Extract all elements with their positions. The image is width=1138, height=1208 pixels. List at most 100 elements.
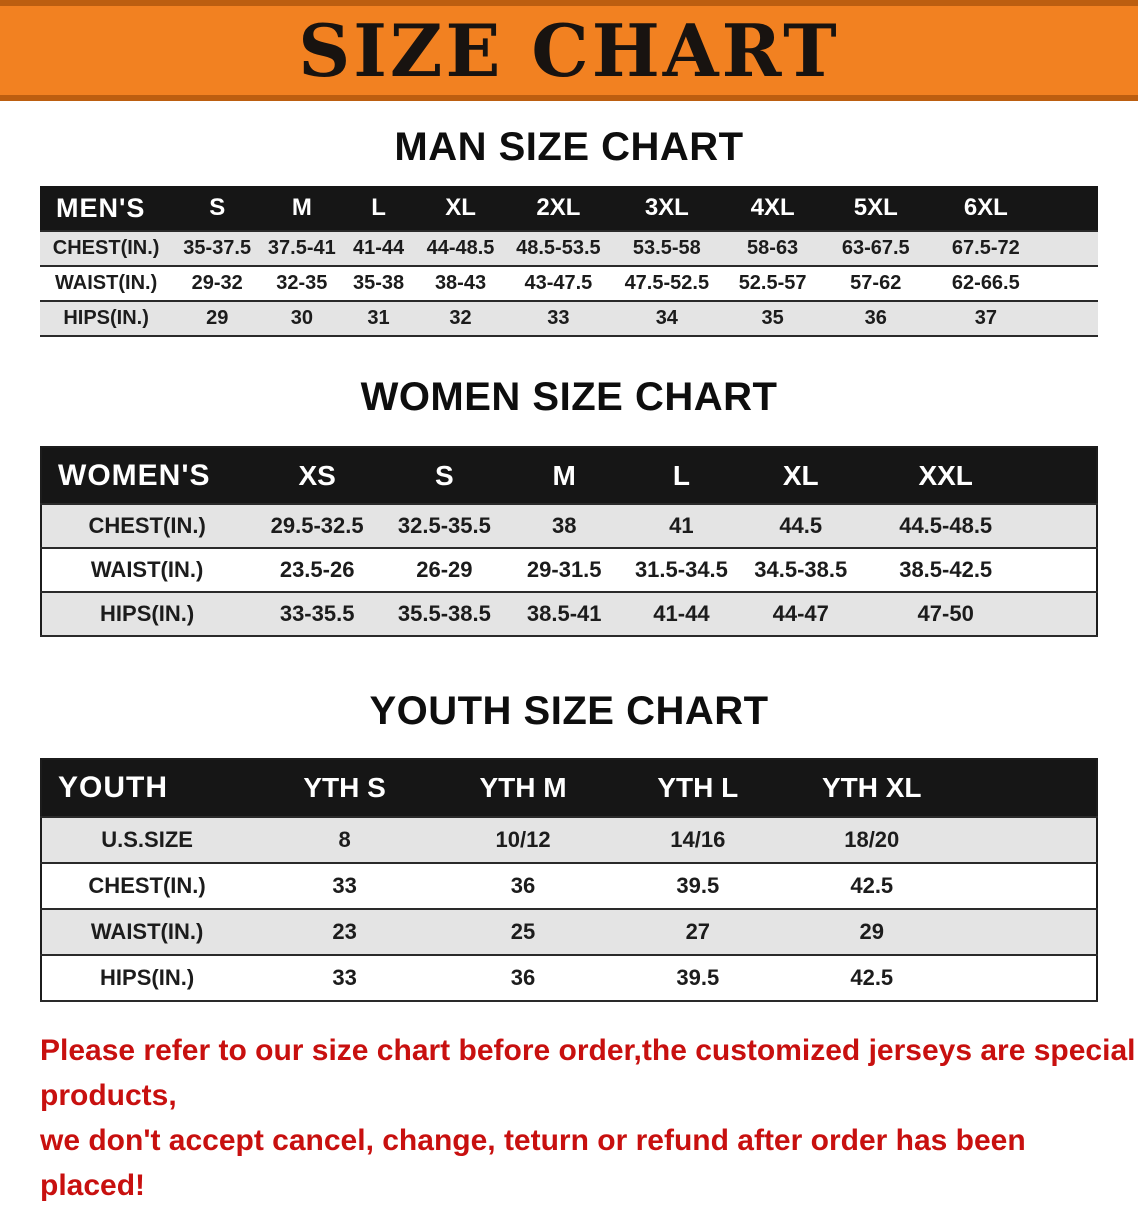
table-cell: 23 [332, 919, 357, 944]
corner-label: YOUTH [41, 759, 253, 817]
table-cell: 27 [685, 919, 711, 944]
table-cell: 43-47.5 [524, 272, 593, 294]
table-cell: 8 [338, 827, 351, 852]
column-header: YTH M [436, 759, 610, 817]
note-line-1: Please refer to our size chart before or… [40, 1034, 1136, 1112]
column-header: 3XL [611, 186, 723, 231]
table-cell: 36 [510, 965, 536, 990]
table-cell: 58-63 [747, 237, 799, 259]
table-cell: 33 [332, 965, 357, 990]
column-header: YTH XL [786, 759, 1097, 817]
column-header: L [341, 186, 416, 231]
column-header: S [382, 447, 507, 504]
women-size-chart-section: WOMEN SIZE CHART WOMEN'S XS S M L XL XXL [0, 375, 1138, 637]
row-label: HIPS(IN.) [100, 601, 195, 626]
table-cell: 38.5-42.5 [899, 557, 993, 582]
table-cell: 44-47 [772, 601, 829, 626]
table-row: WAIST(IN.) 23 25 27 29 [41, 909, 1097, 955]
row-label: CHEST(IN.) [88, 513, 206, 538]
table-cell: 32.5-35.5 [397, 513, 491, 538]
table-cell: 33 [547, 307, 570, 329]
row-label: CHEST(IN.) [52, 237, 160, 259]
table-row: U.S.SIZE 8 10/12 14/16 18/20 [41, 817, 1097, 863]
youth-size-table: YOUTH YTH S YTH M YTH L YTH XL U.S.SIZE … [40, 758, 1098, 1002]
table-row: WAIST(IN.) 29-32 32-35 35-38 38-43 43-47… [40, 266, 1098, 301]
column-header: L [621, 447, 742, 504]
table-cell: 37 [974, 307, 997, 329]
table-cell: 25 [510, 919, 536, 944]
table-cell: 38.5-41 [526, 601, 602, 626]
youth-size-chart-section: YOUTH SIZE CHART YOUTH YTH S YTH M YTH L… [0, 689, 1138, 1002]
column-header: 5XL [822, 186, 929, 231]
table-cell: 33 [332, 873, 357, 898]
table-cell: 33-35.5 [279, 601, 355, 626]
table-header-row: WOMEN'S XS S M L XL XXL [41, 447, 1097, 504]
table-cell: 35 [761, 307, 784, 329]
table-cell: 52.5-57 [738, 272, 807, 294]
table-cell: 10/12 [495, 827, 551, 852]
row-label: WAIST(IN.) [90, 557, 204, 582]
column-header: YTH L [609, 759, 787, 817]
table-cell: 37.5-41 [267, 237, 336, 259]
table-cell: 35.5-38.5 [397, 601, 491, 626]
table-cell: 57-62 [850, 272, 902, 294]
table-cell: 48.5-53.5 [516, 237, 601, 259]
table-cell: 44-48.5 [426, 237, 495, 259]
column-header: XL [741, 447, 861, 504]
row-label: CHEST(IN.) [88, 873, 206, 898]
row-label: U.S.SIZE [101, 827, 193, 852]
women-size-table: WOMEN'S XS S M L XL XXL CHEST(IN.) 29.5-… [40, 446, 1098, 637]
table-cell: 31 [367, 307, 390, 329]
column-header: M [262, 186, 342, 231]
table-cell: 53.5-58 [632, 237, 701, 259]
table-cell: 32 [449, 307, 472, 329]
table-cell: 29 [206, 307, 229, 329]
table-cell: 36 [510, 873, 536, 898]
youth-size-chart-heading: YOUTH SIZE CHART [369, 689, 769, 733]
row-label: WAIST(IN.) [55, 272, 158, 294]
column-header: XS [252, 447, 383, 504]
table-cell: 29.5-32.5 [270, 513, 364, 538]
table-cell: 63-67.5 [841, 237, 910, 259]
page-title: SIZE CHART [298, 8, 840, 93]
table-row: HIPS(IN.) 29 30 31 32 33 34 35 36 37 [40, 301, 1098, 336]
table-row: CHEST(IN.) 29.5-32.5 32.5-35.5 38 41 44.… [41, 504, 1097, 548]
table-cell: 41-44 [653, 601, 710, 626]
table-cell: 23.5-26 [279, 557, 355, 582]
row-label: HIPS(IN.) [100, 965, 195, 990]
table-row: WAIST(IN.) 23.5-26 26-29 29-31.5 31.5-34… [41, 548, 1097, 592]
table-cell: 38-43 [434, 272, 487, 294]
column-header: YTH S [252, 759, 437, 817]
column-header: M [506, 447, 622, 504]
table-header-row: YOUTH YTH S YTH M YTH L YTH XL [41, 759, 1097, 817]
table-cell: 31.5-34.5 [634, 557, 728, 582]
banner: SIZE CHART [0, 0, 1138, 101]
table-cell: 41 [669, 513, 694, 538]
table-cell: 47-50 [917, 601, 974, 626]
table-cell: 34 [655, 307, 678, 329]
women-size-chart-heading: WOMEN SIZE CHART [360, 375, 778, 419]
table-row: CHEST(IN.) 35-37.5 37.5-41 41-44 44-48.5… [40, 231, 1098, 266]
note-line-2: we don't accept cancel, change, teturn o… [40, 1124, 1026, 1202]
table-cell: 18/20 [844, 827, 900, 852]
men-size-chart-heading: MAN SIZE CHART [394, 125, 744, 169]
table-cell: 67.5-72 [951, 237, 1020, 259]
table-cell: 62-66.5 [951, 272, 1020, 294]
table-row: HIPS(IN.) 33 36 39.5 42.5 [41, 955, 1097, 1001]
table-cell: 38 [551, 513, 577, 538]
table-cell: 29 [859, 919, 884, 944]
table-cell: 35-37.5 [183, 237, 252, 259]
corner-label: MEN'S [40, 186, 173, 231]
table-cell: 44.5 [779, 513, 823, 538]
table-cell: 32-35 [276, 272, 328, 294]
corner-label: WOMEN'S [41, 447, 253, 504]
table-cell: 35-38 [352, 272, 405, 294]
table-cell: 30 [290, 307, 313, 329]
column-header: 4XL [722, 186, 823, 231]
column-header: 2XL [505, 186, 612, 231]
table-cell: 41-44 [352, 237, 405, 259]
table-cell: 42.5 [850, 965, 894, 990]
table-cell: 44.5-48.5 [899, 513, 993, 538]
column-header: S [172, 186, 263, 231]
